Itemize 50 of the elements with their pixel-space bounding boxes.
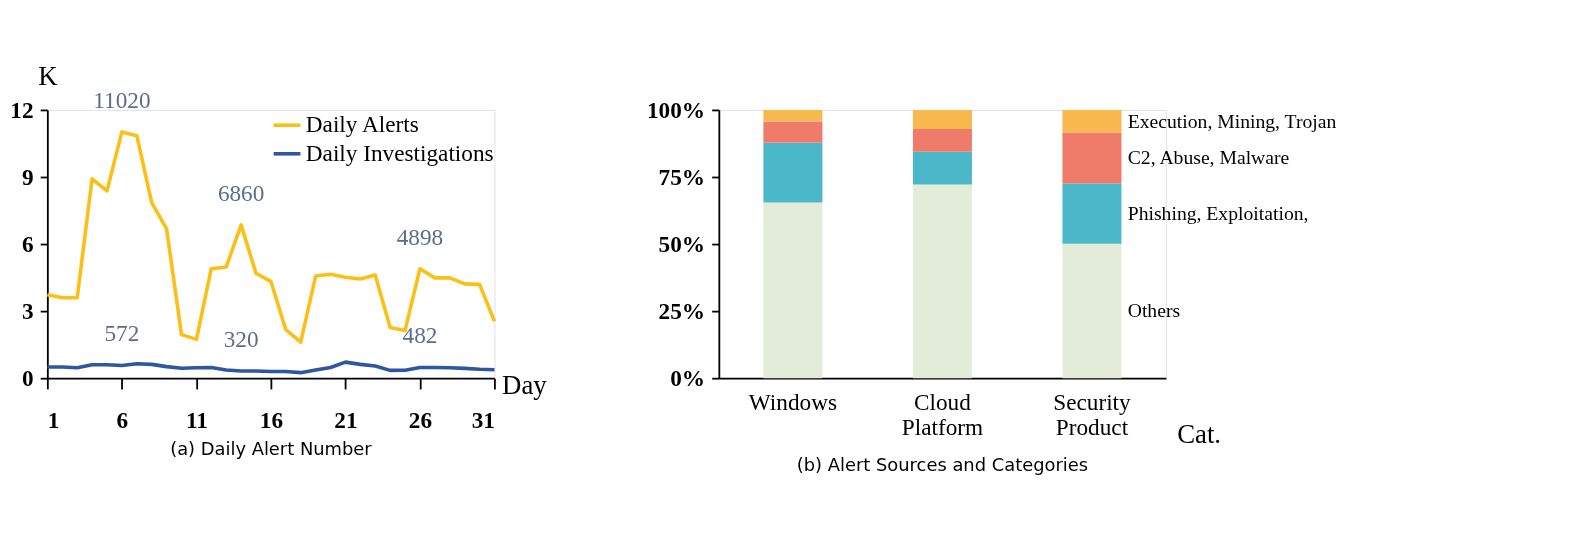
series-label: C2, Abuse, Malware <box>1127 146 1290 169</box>
bar <box>763 142 823 203</box>
x-tick-label: Cloud Platform <box>901 388 984 441</box>
bar <box>912 129 972 152</box>
bar <box>1062 109 1122 133</box>
annotation: 320 <box>223 325 259 352</box>
y-tick-label: 75% <box>658 163 706 190</box>
y-tick-label: 0 <box>21 364 34 391</box>
line-series <box>45 360 497 375</box>
series-label: Execution, Mining, Trojan <box>1127 109 1337 132</box>
text: (b) Alert Sources and Categories <box>796 454 1089 476</box>
x-tick-label: 6 <box>116 406 129 433</box>
legend-label: Daily Investigations <box>305 139 494 166</box>
y-tick-label: 0% <box>670 364 706 391</box>
bar <box>1062 132 1122 184</box>
x-tick-label: Security Product <box>1053 388 1132 441</box>
y-tick-label: 100% <box>646 96 706 123</box>
bar <box>1062 183 1122 244</box>
bar <box>912 184 972 379</box>
y-tick-label: 50% <box>658 230 706 257</box>
x-tick-label: 11 <box>185 406 208 433</box>
bar <box>763 121 823 143</box>
bar <box>763 202 823 379</box>
bar <box>912 109 972 130</box>
annotation: 482 <box>402 322 438 349</box>
annotation: 572 <box>104 320 140 347</box>
x-axis-title: Cat. <box>1177 419 1222 450</box>
y-tick-label: 12 <box>10 96 34 123</box>
x-tick-label: 1 <box>47 406 60 433</box>
annotation: 4898 <box>396 223 444 250</box>
y-tick-label: 9 <box>21 163 34 190</box>
annotation: 11020 <box>93 86 151 113</box>
bar <box>763 109 823 122</box>
x-tick-label: 26 <box>408 406 433 433</box>
series-label: Phishing, Exploitation, <box>1127 201 1309 224</box>
bar <box>912 151 972 185</box>
bar <box>1062 243 1122 379</box>
series-label: Others <box>1127 299 1181 322</box>
legend-label: Daily Alerts <box>305 111 419 138</box>
x-tick-label: 21 <box>334 406 358 433</box>
y-tick-label: 6 <box>21 230 34 257</box>
x-tick-label: 16 <box>259 406 283 433</box>
x-tick-label: Windows <box>748 388 837 415</box>
text: (a) Daily Alert Number <box>170 438 373 460</box>
y-tick-label: 3 <box>21 297 34 324</box>
x-tick-label: 31 <box>471 406 495 433</box>
y-tick-label: 25% <box>658 297 706 324</box>
y-axis-title: K <box>38 61 59 92</box>
x-axis-title: Day <box>502 369 548 400</box>
annotation: 6860 <box>217 179 265 206</box>
